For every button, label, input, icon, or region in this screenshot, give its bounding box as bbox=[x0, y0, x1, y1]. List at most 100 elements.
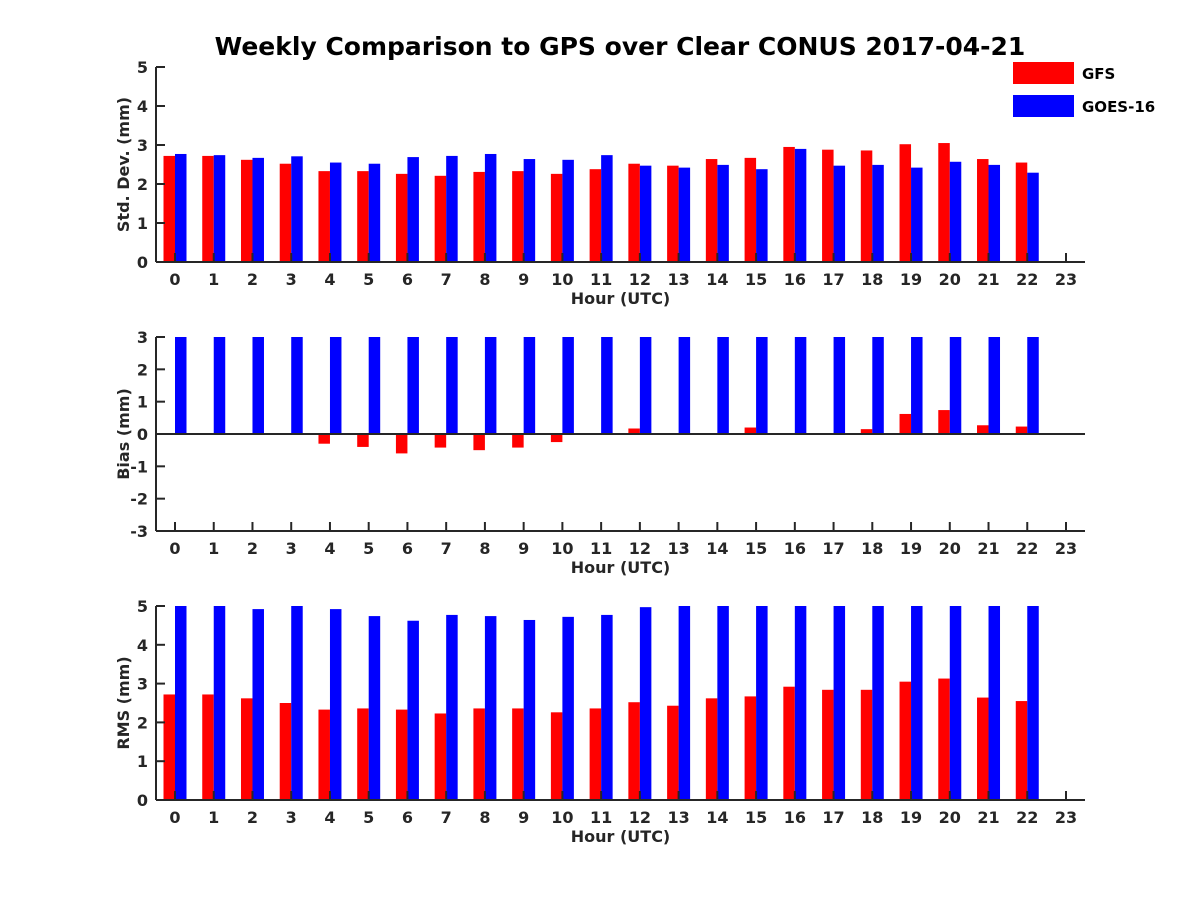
stddev-bar-gfs-14 bbox=[705, 159, 718, 262]
rms-bar-goes16-19 bbox=[911, 606, 923, 800]
rms-bar-goes16-16 bbox=[794, 606, 807, 800]
rms-bar-goes16-9 bbox=[523, 619, 536, 800]
rms-bar-gfs-11 bbox=[589, 708, 602, 800]
stddev-x-axis-label: Hour (UTC) bbox=[571, 289, 671, 308]
rms-bar-gfs-3 bbox=[279, 703, 292, 800]
rms-bar-goes16-2 bbox=[252, 609, 264, 800]
stddev-bar-gfs-1 bbox=[202, 155, 214, 262]
bias-x-tick-label: 15 bbox=[745, 539, 767, 558]
bias-x-tick-label: 12 bbox=[629, 539, 651, 558]
stddev-bar-gfs-6 bbox=[395, 173, 408, 262]
bias-x-tick-label: 4 bbox=[324, 539, 335, 558]
stddev-bar-gfs-22 bbox=[1015, 162, 1028, 262]
rms-bar-goes16-13 bbox=[678, 606, 691, 800]
rms-y-tick-label: 1 bbox=[137, 752, 148, 771]
bias-y-axis-label: Bias (mm) bbox=[114, 388, 133, 480]
rms-y-tick-label: 2 bbox=[137, 713, 148, 732]
bias-bar-goes16-20 bbox=[949, 337, 962, 434]
bias-bar-goes16-19 bbox=[911, 337, 923, 434]
legend-label-goes16: GOES-16 bbox=[1082, 98, 1155, 116]
stddev-bar-gfs-0 bbox=[163, 155, 175, 262]
stddev-bar-gfs-18 bbox=[860, 150, 873, 262]
bias-bar-goes16-18 bbox=[872, 337, 884, 434]
stddev-bar-gfs-13 bbox=[667, 165, 679, 262]
rms-bar-goes16-18 bbox=[872, 606, 884, 800]
stddev-bar-goes16-8 bbox=[484, 153, 497, 262]
bias-bar-gfs-9 bbox=[512, 434, 524, 448]
rms-bar-gfs-8 bbox=[473, 708, 485, 800]
stddev-x-tick-label: 11 bbox=[590, 270, 612, 289]
stddev-bar-goes16-11 bbox=[601, 155, 613, 262]
rms-x-tick-label: 22 bbox=[1016, 808, 1038, 827]
stddev-x-tick-label: 23 bbox=[1055, 270, 1077, 289]
rms-bar-gfs-4 bbox=[318, 709, 330, 800]
bias-x-tick-label: 6 bbox=[402, 539, 413, 558]
bias-x-tick-label: 16 bbox=[784, 539, 806, 558]
bias-bar-gfs-22 bbox=[1015, 426, 1028, 434]
bias-bar-goes16-3 bbox=[291, 337, 303, 434]
bias-y-tick-label: 3 bbox=[137, 328, 148, 347]
rms-y-tick-label: 4 bbox=[137, 636, 148, 655]
stddev-bar-goes16-16 bbox=[794, 148, 807, 262]
stddev-x-tick-label: 3 bbox=[286, 270, 297, 289]
bias-bar-gfs-7 bbox=[434, 434, 447, 448]
rms-bar-gfs-10 bbox=[550, 712, 563, 800]
stddev-x-tick-label: 14 bbox=[706, 270, 728, 289]
stddev-y-tick-label: 2 bbox=[137, 175, 148, 194]
bias-bar-gfs-21 bbox=[977, 425, 989, 434]
stddev-bar-goes16-7 bbox=[446, 155, 458, 262]
legend: GFS GOES-16 bbox=[1013, 62, 1155, 117]
rms-bar-goes16-10 bbox=[562, 616, 574, 800]
stddev-bar-gfs-4 bbox=[318, 171, 330, 262]
bias-x-tick-label: 19 bbox=[900, 539, 922, 558]
bias-bar-goes16-12 bbox=[639, 337, 652, 434]
stddev-bar-gfs-10 bbox=[550, 173, 563, 262]
stddev-x-tick-label: 22 bbox=[1016, 270, 1038, 289]
rms-bar-goes16-11 bbox=[601, 614, 613, 800]
stddev-bar-gfs-5 bbox=[357, 171, 369, 262]
rms-bar-gfs-7 bbox=[434, 713, 447, 800]
rms-bar-goes16-12 bbox=[639, 607, 652, 800]
stddev-bar-goes16-9 bbox=[523, 159, 536, 262]
stddev-y-tick-label: 0 bbox=[137, 253, 148, 272]
stddev-bar-goes16-4 bbox=[329, 162, 342, 262]
stddev-bar-gfs-3 bbox=[279, 163, 292, 262]
stddev-x-tick-label: 10 bbox=[551, 270, 573, 289]
bias-bar-goes16-17 bbox=[833, 337, 846, 434]
bias-x-tick-label: 9 bbox=[518, 539, 529, 558]
rms-x-tick-label: 15 bbox=[745, 808, 767, 827]
bias-bar-gfs-10 bbox=[550, 434, 563, 443]
bias-x-tick-label: 23 bbox=[1055, 539, 1077, 558]
bias-bar-goes16-13 bbox=[678, 337, 691, 434]
rms-bar-goes16-17 bbox=[833, 606, 846, 800]
rms-x-tick-label: 19 bbox=[900, 808, 922, 827]
stddev-bar-goes16-3 bbox=[291, 156, 303, 262]
rms-bar-gfs-16 bbox=[783, 686, 795, 800]
rms-y-axis-label: RMS (mm) bbox=[114, 656, 133, 749]
rms-x-tick-label: 17 bbox=[822, 808, 844, 827]
rms-x-tick-label: 4 bbox=[324, 808, 335, 827]
rms-bar-goes16-7 bbox=[446, 614, 458, 800]
stddev-x-tick-label: 2 bbox=[247, 270, 258, 289]
bias-bar-gfs-4 bbox=[318, 434, 330, 444]
stddev-bar-goes16-15 bbox=[756, 169, 768, 262]
bias-y-tick-label: 2 bbox=[137, 360, 148, 379]
stddev-bar-goes16-13 bbox=[678, 167, 691, 262]
chart-title: Weekly Comparison to GPS over Clear CONU… bbox=[215, 32, 1026, 61]
rms-bar-gfs-1 bbox=[202, 694, 214, 800]
rms-bar-gfs-21 bbox=[977, 697, 989, 800]
stddev-x-tick-label: 8 bbox=[479, 270, 490, 289]
stddev-x-tick-label: 13 bbox=[667, 270, 689, 289]
stddev-bar-gfs-16 bbox=[783, 146, 795, 262]
rms-bar-gfs-17 bbox=[822, 689, 834, 800]
stddev-y-tick-label: 3 bbox=[137, 136, 148, 155]
stddev-bar-goes16-22 bbox=[1027, 172, 1039, 262]
bias-bar-goes16-8 bbox=[484, 337, 497, 434]
stddev-bar-gfs-9 bbox=[512, 171, 524, 262]
rms-bar-goes16-20 bbox=[949, 606, 962, 800]
stddev-y-tick-label: 5 bbox=[137, 58, 148, 77]
legend-swatch-goes16 bbox=[1013, 95, 1074, 117]
stddev-bar-gfs-8 bbox=[473, 171, 485, 262]
bias-bar-gfs-19 bbox=[899, 413, 912, 434]
rms-bar-goes16-3 bbox=[291, 606, 303, 800]
